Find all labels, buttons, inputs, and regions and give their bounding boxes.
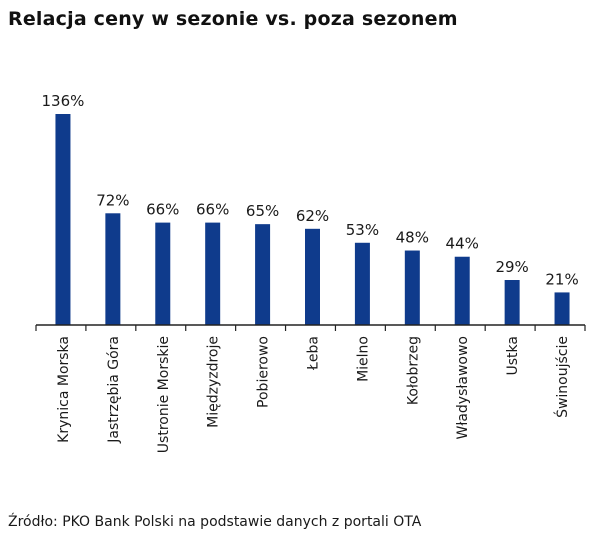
bar (305, 228, 320, 325)
chart-title: Relacja ceny w sezonie vs. poza sezonem (8, 8, 458, 30)
bar-value-label: 66% (146, 201, 179, 219)
bar-value-label: 72% (96, 191, 129, 209)
category-label: Łeba (306, 336, 322, 371)
category-label: Międzyzdroje (206, 336, 222, 428)
category-labels-group: Krynica Morska Jastrzębia Góra Ustronie Mo… (56, 336, 571, 453)
category-label: Świnoujście (553, 336, 571, 418)
bar (255, 224, 271, 325)
bar (354, 242, 370, 325)
bar (454, 256, 470, 325)
category-label: Pobierowo (256, 336, 272, 408)
category-label: Ustka (505, 336, 521, 375)
bar-value-label: 62% (296, 207, 329, 225)
bar-value-label: 48% (396, 229, 429, 247)
bar-value-label: 65% (246, 202, 279, 220)
bar (205, 222, 221, 325)
bar-value-label: 44% (446, 235, 479, 253)
bar (404, 250, 420, 325)
bar-value-label: 29% (495, 258, 528, 276)
category-label: Ustronie Morskie (156, 336, 172, 453)
category-label: Władysławowo (455, 336, 471, 439)
x-axis-ticks (35, 325, 586, 331)
bars-group (55, 114, 570, 325)
bar (504, 280, 520, 325)
bar-value-label: 21% (545, 270, 578, 288)
category-label: Mielno (355, 336, 371, 382)
category-label: Jastrzębia Góra (106, 336, 122, 444)
bar (55, 114, 71, 325)
bar (554, 292, 570, 325)
category-label: Kołobrzeg (405, 336, 421, 405)
bar-value-label: 136% (42, 92, 85, 110)
category-label: Krynica Morska (56, 336, 72, 443)
bar-value-label: 53% (346, 221, 379, 239)
bar-value-label: 66% (196, 201, 229, 219)
source-note: Źródło: PKO Bank Polski na podstawie dan… (8, 514, 422, 530)
value-labels-group: 136% 72% 66% 66% 65% 62% 53% 48% 44% 29% 21% (42, 92, 579, 288)
bar (105, 213, 121, 325)
bar (155, 222, 171, 325)
